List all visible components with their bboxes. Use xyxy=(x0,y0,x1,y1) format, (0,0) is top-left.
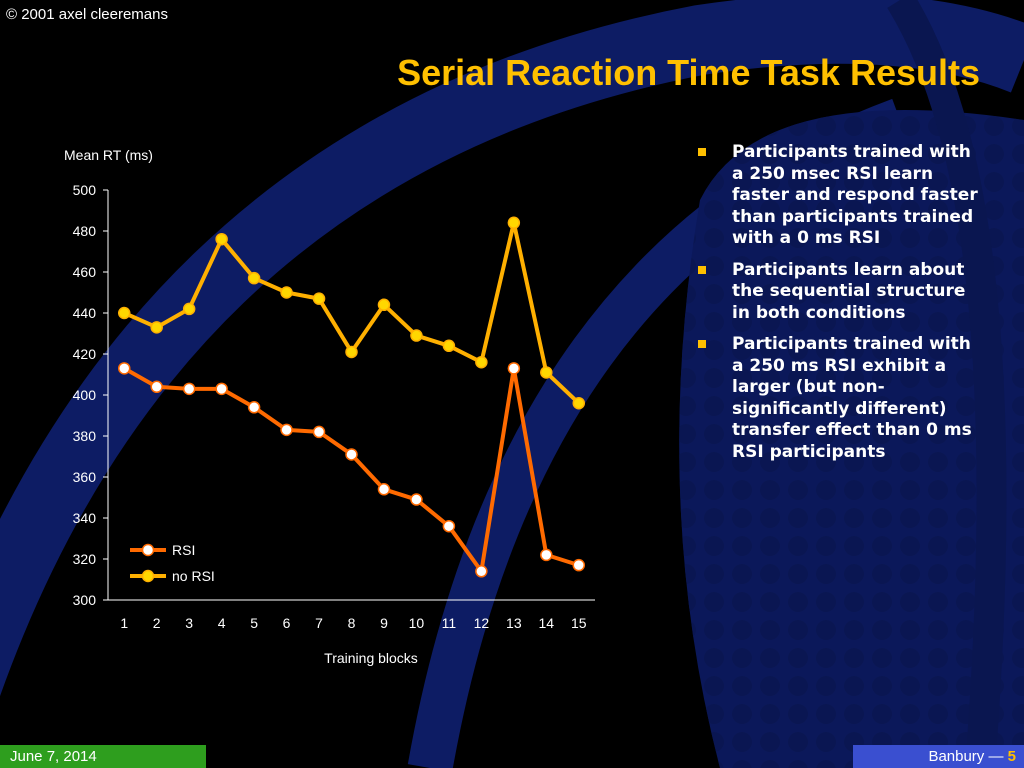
series-line-0 xyxy=(123,366,580,574)
data-point xyxy=(215,382,228,396)
x-tick-label: 15 xyxy=(571,615,587,631)
bullet-text: Participants trained with a 250 msec RSI… xyxy=(732,142,978,248)
data-point xyxy=(410,329,423,342)
y-tick-label: 380 xyxy=(73,428,97,444)
footer-presenter: Banbury — 5 xyxy=(853,745,1024,768)
footer-presenter-name: Banbury — xyxy=(928,748,1008,765)
bullet-square-icon xyxy=(698,265,706,274)
data-point xyxy=(540,366,553,379)
data-point xyxy=(475,355,488,369)
y-tick-label: 420 xyxy=(73,346,97,362)
y-tick-label: 320 xyxy=(73,551,97,567)
y-tick-label: 340 xyxy=(73,510,97,526)
legend-label: RSI xyxy=(172,542,195,558)
y-axis-label: Mean RT (ms) xyxy=(64,147,153,163)
data-point xyxy=(475,565,488,578)
data-point xyxy=(182,382,196,396)
x-tick-label: 5 xyxy=(250,615,258,631)
bullet-text: Participants trained with a 250 ms RSI e… xyxy=(732,334,972,462)
footer-date: June 7, 2014 xyxy=(0,745,206,768)
data-point xyxy=(247,401,261,414)
data-point xyxy=(572,558,586,572)
data-point xyxy=(507,362,521,375)
data-point xyxy=(247,271,261,285)
x-tick-label: 8 xyxy=(348,615,356,631)
legend-label: no RSI xyxy=(172,568,215,584)
data-point xyxy=(442,339,456,353)
data-point xyxy=(182,302,196,316)
data-point xyxy=(312,292,326,305)
series-lines xyxy=(117,216,586,578)
x-tick-label: 12 xyxy=(474,615,490,631)
copyright-text: © 2001 axel cleeremans xyxy=(6,6,168,23)
data-point xyxy=(572,396,586,410)
data-point xyxy=(507,216,521,230)
x-tick-label: 4 xyxy=(218,615,226,631)
bullet-square-icon xyxy=(698,148,706,156)
data-point xyxy=(345,345,358,359)
data-point xyxy=(377,483,391,496)
data-point xyxy=(312,425,326,439)
x-tick-label: 3 xyxy=(185,615,193,631)
bullet-list: Participants trained with a 250 msec RSI… xyxy=(698,142,988,473)
data-point xyxy=(377,298,391,312)
x-tick-label: 13 xyxy=(506,615,522,631)
y-tick-label: 400 xyxy=(73,387,97,403)
y-tick-label: 480 xyxy=(73,223,97,239)
data-point xyxy=(150,380,163,394)
data-point xyxy=(117,362,131,375)
y-tick-label: 360 xyxy=(73,469,97,485)
x-axis-label: Training blocks xyxy=(324,650,418,666)
axes xyxy=(103,189,595,601)
y-tick-label: 300 xyxy=(73,592,97,608)
data-point xyxy=(280,286,293,299)
bullet-item: Participants learn about the sequential … xyxy=(698,260,988,325)
x-tick-label: 14 xyxy=(539,615,555,631)
x-tick-label: 1 xyxy=(120,615,128,631)
x-tick-label: 6 xyxy=(283,615,291,631)
bullet-text: Participants learn about the sequential … xyxy=(732,259,966,323)
y-tick-label: 440 xyxy=(73,305,97,321)
page-number: 5 xyxy=(1007,748,1016,765)
x-tick-label: 10 xyxy=(409,615,425,631)
data-point xyxy=(280,423,293,437)
x-tick-label: 11 xyxy=(442,615,457,631)
y-tick-label: 500 xyxy=(73,182,97,198)
legend-swatch-marker xyxy=(141,569,155,583)
x-tick-label: 7 xyxy=(315,615,323,631)
bullet-item: Participants trained with a 250 msec RSI… xyxy=(698,142,988,250)
page-title: Serial Reaction Time Task Results xyxy=(397,52,980,93)
data-point xyxy=(215,232,228,246)
y-tick-label: 460 xyxy=(73,264,97,280)
data-point xyxy=(410,493,423,506)
legend-swatch-marker xyxy=(141,543,155,557)
data-point xyxy=(442,519,456,533)
bullet-square-icon xyxy=(698,340,706,348)
legend: RSI no RSI xyxy=(130,542,215,584)
data-point xyxy=(540,548,553,562)
data-point xyxy=(150,321,163,334)
x-tick-label: 9 xyxy=(380,615,388,631)
data-point xyxy=(345,448,358,461)
bullet-item: Participants trained with a 250 ms RSI e… xyxy=(698,334,988,463)
data-point xyxy=(117,306,131,320)
x-tick-label: 2 xyxy=(153,615,161,631)
